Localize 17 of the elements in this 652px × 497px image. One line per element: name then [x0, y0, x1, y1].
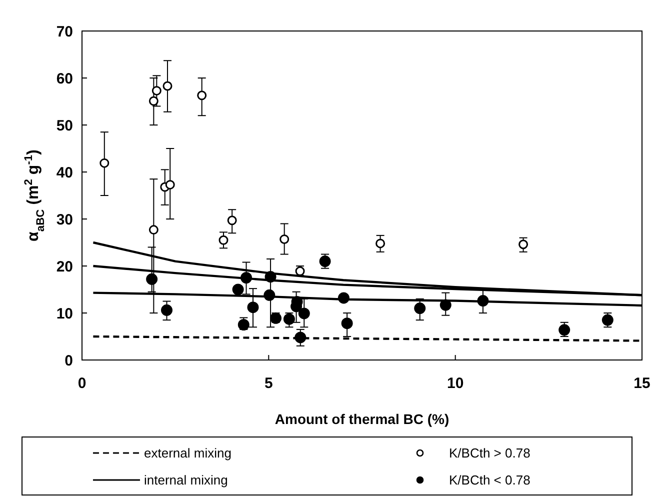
y-tick-label: 10 [56, 305, 73, 322]
x-tick-label: 0 [78, 375, 86, 392]
y-tick-label: 40 [56, 164, 73, 182]
legend-label: internal mixing [144, 472, 228, 488]
y-tick-label: 30 [56, 211, 73, 228]
y-tick-label: 70 [56, 23, 73, 40]
y-tick-label: 20 [56, 258, 73, 276]
y-tick-label: 50 [56, 117, 73, 134]
legend-label: K/BCth < 0.78 [449, 472, 530, 488]
x-tick-label: 15 [634, 375, 650, 392]
x-axis-title: Amount of thermal BC (%) [274, 411, 450, 427]
y-tick-label: 60 [56, 70, 73, 88]
x-tick-label: 5 [264, 375, 273, 392]
y-tick-label: 0 [64, 352, 73, 370]
legend-label: external mixing [144, 446, 232, 461]
x-tick-label: 10 [446, 375, 464, 392]
legend-label: K/BCth > 0.78 [449, 446, 530, 461]
